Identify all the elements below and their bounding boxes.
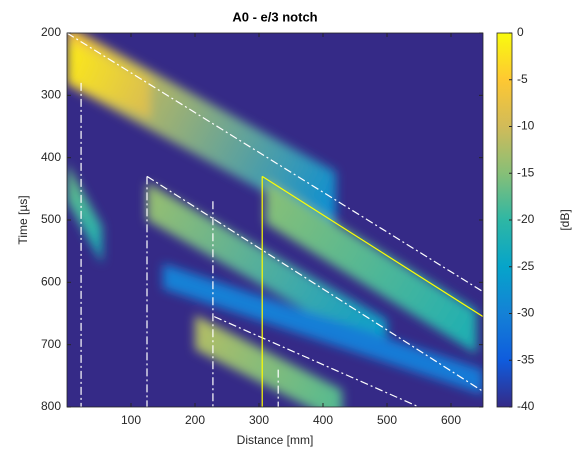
colorbar-tick-label: -5 bbox=[517, 72, 528, 86]
x-tick-label: 500 bbox=[377, 413, 397, 427]
y-tick-label: 600 bbox=[41, 275, 61, 289]
colorbar-tick-label: -20 bbox=[517, 212, 535, 226]
annotation-line bbox=[261, 175, 483, 318]
annotation-line bbox=[213, 316, 420, 407]
colorbar-tick-label: 0 bbox=[517, 25, 524, 39]
y-tick-label: 400 bbox=[41, 150, 61, 164]
y-axis-label: Time [µs] bbox=[16, 195, 30, 244]
x-tick-label: 200 bbox=[185, 413, 205, 427]
streak bbox=[147, 182, 387, 358]
streak bbox=[67, 163, 103, 264]
streak bbox=[195, 315, 343, 407]
colorbar-label: [dB] bbox=[558, 209, 572, 230]
y-tick-label: 700 bbox=[41, 337, 61, 351]
y-tick-label: 800 bbox=[41, 399, 61, 413]
annotation-line bbox=[146, 175, 483, 392]
y-tick-label: 200 bbox=[41, 25, 61, 39]
colorbar-tick-label: -35 bbox=[517, 352, 535, 366]
x-tick-label: 600 bbox=[441, 413, 461, 427]
x-axis-label: Distance [mm] bbox=[237, 433, 314, 447]
streak bbox=[163, 263, 483, 395]
x-tick-label: 100 bbox=[121, 413, 141, 427]
chart-title: A0 - e/3 notch bbox=[232, 9, 317, 24]
annotation-line bbox=[67, 33, 483, 293]
colorbar-tick-label: -30 bbox=[517, 306, 535, 320]
colorbar-tick-label: -10 bbox=[517, 119, 535, 133]
colorbar-tick-label: -40 bbox=[517, 399, 535, 413]
colorbar-tick-label: -25 bbox=[517, 259, 535, 273]
streak bbox=[67, 40, 151, 119]
x-tick-label: 300 bbox=[249, 413, 269, 427]
colorbar-tick-label: -15 bbox=[517, 165, 535, 179]
streak-group bbox=[67, 33, 483, 407]
y-tick-label: 500 bbox=[41, 212, 61, 226]
heatmap-image bbox=[67, 33, 483, 407]
y-tick-label: 300 bbox=[41, 88, 61, 102]
x-tick-label: 400 bbox=[313, 413, 333, 427]
streak bbox=[265, 179, 477, 355]
